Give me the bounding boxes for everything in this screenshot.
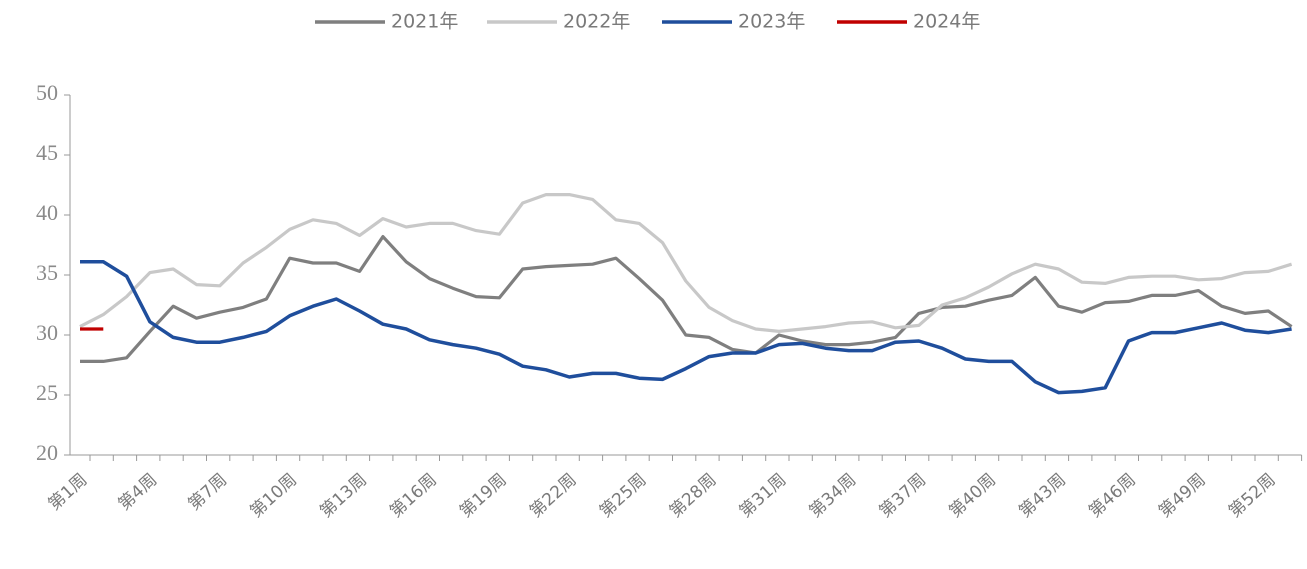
x-tick-label: 第43周 — [1015, 470, 1070, 522]
y-tick-label: 20 — [36, 440, 58, 465]
y-tick-label: 40 — [36, 200, 58, 225]
x-tick-label: 第19周 — [456, 470, 511, 522]
x-tick-label: 第10周 — [246, 470, 301, 522]
y-tick-label: 50 — [36, 80, 58, 105]
y-tick-label: 25 — [36, 380, 58, 405]
x-tick-label: 第13周 — [316, 470, 371, 522]
x-tick-label: 第4周 — [115, 470, 162, 515]
x-tick-label: 第28周 — [666, 470, 721, 522]
legend-label: 2022年 — [563, 11, 630, 33]
x-tick-label: 第37周 — [875, 470, 930, 522]
series-line — [80, 235, 1293, 363]
x-tick-label: 第52周 — [1225, 470, 1280, 522]
y-tick-label: 35 — [36, 260, 58, 285]
x-tick-label: 第49周 — [1155, 470, 1210, 522]
legend-label: 2024年 — [913, 11, 980, 33]
series-line — [80, 260, 1292, 395]
x-tick-label: 第1周 — [45, 470, 92, 515]
y-tick-label: 45 — [36, 140, 58, 165]
x-tick-label: 第25周 — [596, 470, 651, 522]
y-tick-label: 30 — [36, 320, 58, 345]
x-tick-label: 第22周 — [526, 470, 581, 522]
x-tick-label: 第16周 — [386, 470, 441, 522]
x-tick-label: 第34周 — [806, 470, 861, 522]
legend-label: 2021年 — [391, 11, 458, 33]
legend-label: 2023年 — [738, 11, 805, 33]
x-tick-label: 第40周 — [945, 470, 1000, 522]
x-tick-label: 第46周 — [1085, 470, 1140, 522]
x-tick-label: 第31周 — [736, 470, 791, 522]
series-line — [79, 193, 1293, 333]
x-tick-label: 第7周 — [184, 470, 231, 515]
